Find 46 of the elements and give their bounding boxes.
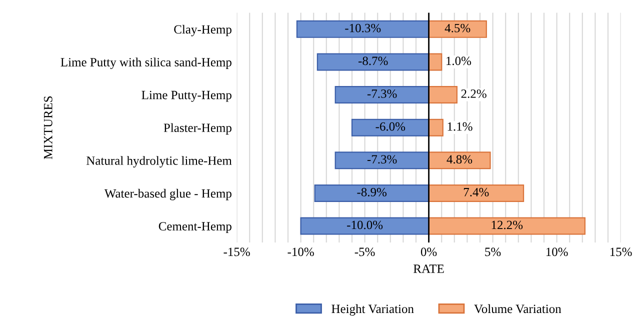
data-label: 2.2% [461, 89, 486, 98]
bar [428, 86, 458, 104]
x-tick-label: 0% [420, 248, 437, 256]
x-tick-label: 10% [546, 248, 568, 256]
x-tick-label: -5% [354, 248, 375, 256]
data-label: 4.8% [446, 155, 472, 164]
y-tick-label: Lime Putty with silica sand-Hemp [60, 58, 232, 70]
bar [428, 20, 487, 38]
data-label: 4.5% [444, 24, 470, 32]
bar [351, 118, 430, 136]
data-label: -10.0% [347, 220, 383, 230]
y-tick-label: Plaster-Hemp [164, 123, 232, 135]
bar [334, 152, 430, 170]
bar [428, 53, 442, 71]
data-label: -7.3% [367, 89, 397, 98]
bar [428, 217, 586, 235]
data-label: -8.7% [358, 56, 388, 66]
data-label: -10.3% [345, 24, 381, 32]
y-tick-label: Clay-Hemp [174, 24, 232, 36]
bar [300, 217, 430, 235]
bar [316, 53, 430, 71]
data-label: -7.3% [367, 155, 397, 164]
legend-label: Volume Variation [474, 304, 562, 314]
x-axis-title: RATE [414, 264, 444, 273]
y-axis-title: MIXTURES [44, 96, 52, 160]
x-tick-label: -10% [288, 248, 314, 256]
legend-label: Height Variation [332, 304, 414, 316]
data-label: 1.1% [448, 122, 472, 131]
bar [314, 184, 430, 202]
bar [428, 184, 524, 202]
data-label: -6.0% [376, 122, 406, 131]
x-tick-label: 15% [610, 248, 632, 256]
bar [428, 118, 444, 136]
data-label: 1.0% [446, 56, 472, 66]
bar [296, 20, 430, 38]
bar [334, 86, 430, 104]
y-tick-label: Cement-Hemp [158, 222, 232, 234]
data-label: 7.4% [464, 188, 489, 196]
x-tick-label: -15% [224, 248, 250, 256]
bar [428, 152, 491, 170]
y-tick-label: Lime Putty-Hemp [142, 90, 232, 102]
data-label: -8.9% [357, 188, 387, 196]
y-tick-label: Natural hydrolytic lime-Hem [86, 156, 232, 168]
x-tick-label: 5% [485, 248, 501, 256]
y-tick-label: Water-based glue - Hemp [104, 188, 232, 200]
data-label: 12.2% [492, 220, 523, 230]
